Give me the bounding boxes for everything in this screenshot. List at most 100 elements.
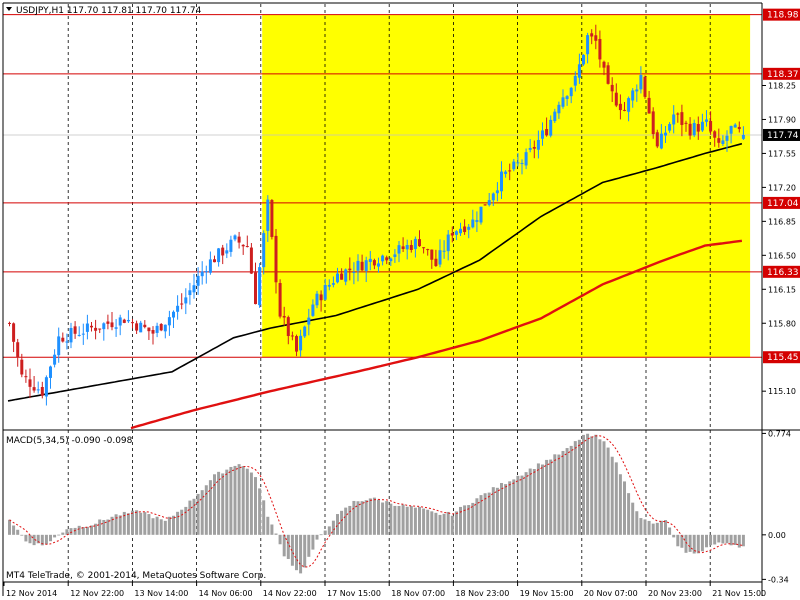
candle-body xyxy=(143,324,147,328)
macd-bar xyxy=(631,502,635,535)
macd-bar xyxy=(577,439,581,535)
candle-body xyxy=(549,119,553,136)
macd-bar xyxy=(229,466,233,535)
price-tick-label: 118.25 xyxy=(768,81,796,90)
macd-bar xyxy=(623,481,626,535)
level-tag-label: 118.37 xyxy=(767,70,799,80)
candle-body xyxy=(368,258,372,262)
candle-body xyxy=(114,327,118,329)
macd-bar xyxy=(307,534,311,557)
macd-bar xyxy=(81,527,85,535)
price-tick-label: 116.15 xyxy=(768,285,796,294)
candle-body xyxy=(348,268,352,271)
macd-bar xyxy=(426,509,430,535)
candle-body xyxy=(389,258,393,262)
candle-body xyxy=(729,125,733,134)
candle-body xyxy=(610,84,614,92)
macd-bar xyxy=(614,462,618,535)
macd-bar xyxy=(500,482,503,535)
candle-body xyxy=(196,275,200,286)
candle-body xyxy=(217,248,221,263)
macd-bar xyxy=(606,447,610,535)
candle-body xyxy=(545,129,549,136)
macd-bar xyxy=(676,534,680,547)
macd-bar xyxy=(90,525,93,535)
candle-body xyxy=(159,323,163,331)
macd-bar xyxy=(295,534,298,571)
macd-bar xyxy=(131,510,134,535)
candle-body xyxy=(504,171,508,174)
macd-bar xyxy=(463,505,467,535)
price-tick-label: 117.90 xyxy=(768,115,796,124)
candle-body xyxy=(520,163,524,165)
macd-bar xyxy=(126,513,130,535)
candle-body xyxy=(372,260,376,266)
macd-bar xyxy=(102,519,106,535)
candle-body xyxy=(131,322,134,324)
macd-bar xyxy=(664,520,667,535)
macd-bar xyxy=(336,514,339,535)
candle-body xyxy=(139,322,143,333)
candle-body xyxy=(459,228,462,234)
candle-body xyxy=(69,327,73,343)
candle-body xyxy=(85,323,89,332)
macd-bar xyxy=(655,522,659,535)
macd-bar xyxy=(409,506,413,535)
time-tick-label: 19 Nov 15:00 xyxy=(520,589,574,598)
macd-bar xyxy=(85,526,89,535)
candle-body xyxy=(422,247,426,249)
time-tick-label: 20 Nov 23:00 xyxy=(648,589,702,598)
candle-body xyxy=(118,317,122,326)
macd-bar xyxy=(163,520,167,535)
candle-body xyxy=(623,109,626,111)
candle-body xyxy=(331,283,335,285)
candle-body xyxy=(364,260,368,271)
current-price-tag xyxy=(763,128,800,141)
time-axis: 12 Nov 2014 12 Nov 22:00 13 Nov 14:00 14 No… xyxy=(3,582,766,598)
macd-bar xyxy=(344,507,348,535)
macd-bar xyxy=(561,450,565,535)
macd-bar xyxy=(368,498,372,535)
macd-bar xyxy=(110,516,114,535)
candle-body xyxy=(213,259,216,263)
candle-body xyxy=(94,327,98,331)
macd-bar xyxy=(684,534,688,553)
candle-body xyxy=(249,247,253,274)
candle-body xyxy=(221,247,225,256)
macd-bar xyxy=(446,511,450,535)
macd-bar xyxy=(364,500,368,535)
macd-bar xyxy=(172,515,175,535)
chart-menu-triangle-icon[interactable] xyxy=(6,7,12,11)
candle-body xyxy=(639,75,643,90)
candle-body xyxy=(717,138,721,143)
candle-body xyxy=(340,273,344,280)
macd-bar xyxy=(602,441,606,535)
macd-bar xyxy=(692,534,696,554)
macd-bar xyxy=(221,473,225,535)
candle-body xyxy=(741,134,745,139)
candle-body xyxy=(188,290,192,296)
candle-body xyxy=(110,322,114,328)
vertical-gridlines xyxy=(67,4,711,582)
macd-bar xyxy=(217,471,221,535)
candle-body xyxy=(258,267,262,306)
macd-bar xyxy=(20,534,24,536)
macd-signal-line xyxy=(9,435,744,568)
time-tick-label: 14 Nov 22:00 xyxy=(263,589,317,598)
macd-bar xyxy=(188,500,192,535)
macd-bar xyxy=(627,493,631,535)
macd-bar xyxy=(541,464,544,535)
candle-body xyxy=(73,326,77,334)
candle-body xyxy=(598,38,602,60)
macd-bar xyxy=(44,534,48,545)
candle-body xyxy=(208,259,212,273)
price-tick-label: 117.55 xyxy=(768,149,796,158)
macd-bar xyxy=(598,439,602,535)
candle-body xyxy=(204,271,208,273)
candle-body xyxy=(24,376,28,378)
macd-bar xyxy=(204,485,208,535)
candle-body xyxy=(467,226,471,230)
candle-body xyxy=(684,122,688,124)
macd-bar xyxy=(122,511,126,535)
